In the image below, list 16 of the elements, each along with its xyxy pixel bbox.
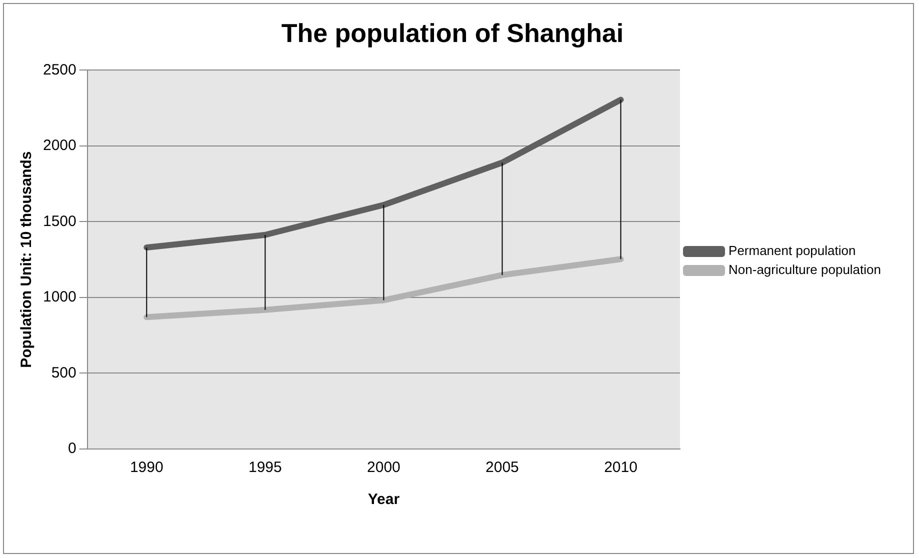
y-tick-label: 1000 bbox=[42, 288, 76, 306]
x-tick-label: 1990 bbox=[130, 459, 164, 476]
y-tick-label: 1500 bbox=[42, 212, 76, 230]
legend-label: Non-agriculture population bbox=[728, 262, 881, 278]
legend-label: Permanent population bbox=[728, 243, 856, 258]
x-tick-label: 2010 bbox=[604, 459, 638, 476]
y-tick-label: 500 bbox=[51, 364, 76, 382]
y-axis-title: Population Unit: 10 thousands bbox=[18, 151, 36, 368]
y-tick-label: 2500 bbox=[42, 61, 76, 78]
x-axis-title: Year bbox=[368, 491, 400, 508]
y-tick-label: 0 bbox=[68, 440, 76, 458]
x-tick-label: 1995 bbox=[248, 459, 282, 476]
x-tick-label: 2000 bbox=[367, 459, 400, 476]
chart-title: The population of Shanghai bbox=[281, 18, 624, 48]
x-tick-label: 2005 bbox=[486, 459, 519, 476]
y-tick-label: 2000 bbox=[42, 137, 76, 154]
